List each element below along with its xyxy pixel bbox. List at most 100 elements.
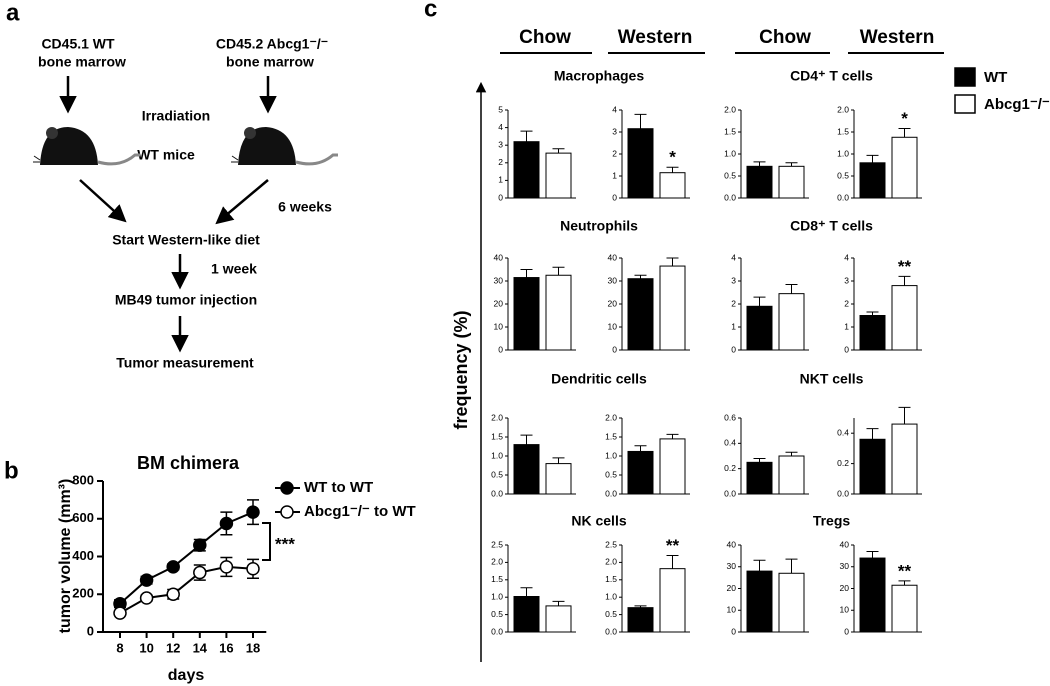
y-tick-label: 0.0 — [491, 626, 503, 636]
y-tick-label: 0 — [612, 192, 617, 202]
bar — [545, 605, 572, 633]
y-tick-label: 0 — [731, 344, 736, 354]
significance-bracket — [262, 522, 271, 561]
column-header: Chow — [519, 27, 571, 48]
y-tick-label: 0.5 — [491, 469, 503, 479]
y-tick-label: 40 — [608, 252, 618, 262]
bar — [746, 461, 773, 495]
significance-label: * — [669, 148, 676, 167]
y-tick-label: 20 — [608, 298, 618, 308]
y-tick-label: 2.0 — [605, 412, 617, 422]
error-bar — [785, 451, 798, 456]
legend-marker — [280, 505, 294, 519]
y-tick-label: 1.0 — [724, 148, 736, 158]
error-bar — [866, 154, 879, 163]
x-tick-label: 16 — [219, 640, 233, 655]
column-header: Chow — [759, 27, 811, 48]
y-tick-label: 1.5 — [491, 574, 503, 584]
y-tick-label: 5 — [498, 104, 503, 114]
bar — [859, 162, 886, 199]
error-bar — [666, 257, 679, 267]
mouse-icon — [33, 127, 140, 166]
y-tick-label: 200 — [72, 586, 94, 601]
y-tick-label: 0.5 — [605, 609, 617, 619]
y-tick-label: 0.5 — [837, 170, 849, 180]
y-tick-label: 20 — [727, 583, 737, 593]
error-bar — [520, 587, 533, 597]
diagram-text: Tumor measurement — [116, 355, 254, 371]
legend-marker — [280, 481, 294, 495]
chart-title: CD8⁺ T cells — [790, 218, 873, 234]
significance-label: * — [901, 109, 908, 128]
error-bar — [866, 551, 879, 559]
error-bar — [898, 127, 911, 138]
bar — [778, 455, 805, 495]
error-bar — [552, 148, 565, 154]
bar — [513, 444, 540, 495]
data-point — [139, 573, 154, 587]
y-tick-label: 0 — [498, 344, 503, 354]
y-tick-label: 1 — [844, 321, 849, 331]
y-tick-label: 0.4 — [724, 438, 736, 448]
bar — [627, 278, 654, 351]
bar — [659, 568, 686, 633]
error-bar — [753, 458, 766, 463]
y-tick-label: 0.5 — [724, 170, 736, 180]
y-tick-label: 10 — [727, 605, 737, 615]
column-header: Western — [860, 27, 935, 48]
significance-label: ** — [898, 257, 912, 276]
y-tick-label: 30 — [840, 561, 850, 571]
y-tick-label: 2 — [498, 157, 503, 167]
y-tick-label: 800 — [72, 472, 94, 487]
bar — [778, 572, 805, 633]
y-tick-label: 40 — [840, 539, 850, 549]
chart-title: Neutrophils — [560, 218, 638, 234]
error-bar — [520, 130, 533, 142]
bar — [891, 136, 918, 199]
y-tick-label: 30 — [727, 561, 737, 571]
error-bar — [753, 296, 766, 307]
data-point — [166, 560, 180, 574]
y-tick-label: 0 — [844, 626, 849, 636]
y-tick-label: 0.2 — [724, 463, 736, 473]
y-tick-label: 0.0 — [724, 192, 736, 202]
y-tick-label: 1.5 — [605, 431, 617, 441]
bar — [545, 274, 572, 351]
bar — [545, 463, 572, 495]
bar — [778, 293, 805, 351]
panel-c-frame: Chow Western Chow Western frequency (%) — [451, 27, 944, 662]
bar — [659, 438, 686, 495]
bar — [513, 277, 540, 351]
y-tick-label: 0 — [612, 344, 617, 354]
error-bar — [634, 445, 647, 452]
data-point — [246, 562, 260, 576]
bar — [627, 450, 654, 495]
error-bar — [753, 161, 766, 167]
x-tick-label: 18 — [246, 640, 260, 655]
y-tick-label: 1.0 — [605, 450, 617, 460]
error-bar — [898, 406, 911, 425]
diagram-text: bone marrow — [226, 54, 314, 70]
y-tick-label: 10 — [840, 605, 850, 615]
error-bar — [866, 428, 879, 440]
y-tick-label: 0.6 — [724, 412, 736, 422]
y-tick-label: 1 — [498, 175, 503, 185]
y-tick-label: 4 — [612, 104, 617, 114]
bar — [746, 305, 773, 351]
y-tick-label: 1 — [731, 321, 736, 331]
data-point — [219, 560, 234, 574]
error-bar — [552, 266, 565, 276]
bar — [659, 265, 686, 351]
y-tick-label: 2 — [612, 148, 617, 158]
y-tick-label: 3 — [844, 275, 849, 285]
legend-label: WT — [984, 69, 1007, 86]
x-tick-label: 10 — [139, 640, 153, 655]
y-tick-label: 2.0 — [491, 412, 503, 422]
y-tick-label: 3 — [612, 126, 617, 136]
error-bar — [785, 162, 798, 167]
error-bar — [634, 113, 647, 129]
y-tick-label: 40 — [727, 539, 737, 549]
legend-label: Abcg1⁻/⁻ to WT — [304, 503, 416, 520]
diagram: CD45.1 WT bone marrow CD45.2 Abcg1⁻/⁻ bo… — [33, 36, 338, 371]
error-bar — [634, 274, 647, 279]
